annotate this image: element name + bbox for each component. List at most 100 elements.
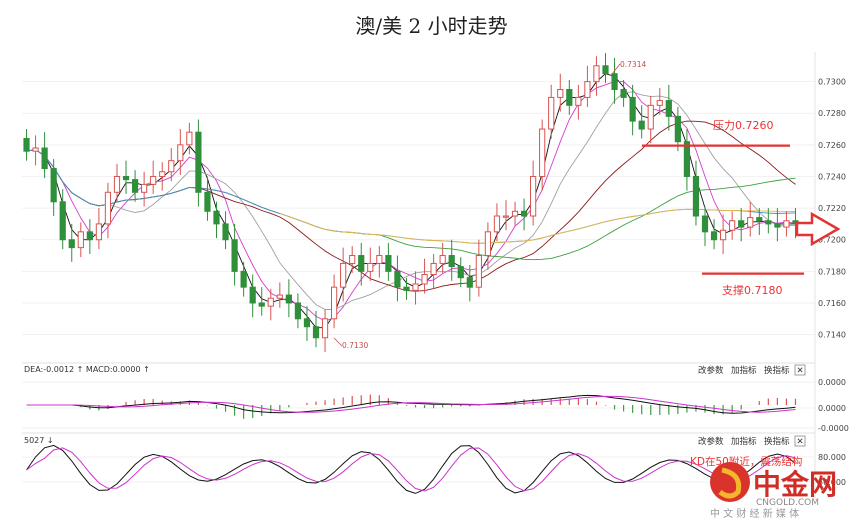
high-annotation: 0.7314 [620,60,646,69]
candle-body [249,286,256,304]
candle-body [774,223,781,228]
candle-body [665,100,672,117]
macd-toolbar: 改参数 加指标 换指标 ✕ [698,364,806,376]
candle-body [231,239,238,272]
candle-body [68,239,75,249]
chart-title: 澳/美 2 小时走势 [355,14,508,38]
candle-body [168,160,175,173]
kd-tick-label: 80.000 [818,453,846,462]
candle-body [729,220,736,231]
candle-body [475,255,482,288]
candle-body [213,210,220,225]
close-icon[interactable] [794,364,806,376]
low-annotation-arrow [333,337,343,347]
toolbar-button[interactable]: 改参数 [698,365,724,376]
ma-blue [26,149,796,244]
candle-body [276,294,283,299]
candle-body [747,217,754,228]
candle-body [493,215,501,233]
low-annotation: 0.7130 [342,341,368,350]
ma-orange [279,208,796,244]
high-annotation-arrow [611,63,621,75]
candle-body [113,175,121,193]
candle-body [358,255,365,272]
toolbar-button[interactable]: 换指标 [764,365,790,376]
macd-tick-label: -0.0000 [818,424,849,433]
toolbar-button[interactable]: 换指标 [764,436,790,447]
candle-body [638,120,645,130]
macd-tick-label: 0.0000 [818,378,846,387]
y-tick-label: 0.7160 [818,299,846,308]
candle-body [765,220,772,225]
kd-note: KD在50附近，震荡结构 [690,455,802,468]
close-icon-glyph: ✕ [797,366,804,376]
candle-body [683,141,691,177]
candle-body [629,96,636,122]
close-icon[interactable] [794,435,806,447]
y-tick-label: 0.7240 [818,172,846,181]
candle-body [566,89,573,106]
candle-body [430,262,437,276]
candle-body [557,89,564,98]
candle-body [267,297,274,307]
direction-arrow-icon [795,211,841,247]
kd-tick-label: 50.000 [818,478,846,487]
candle-body [710,231,718,241]
candle-body [466,277,473,288]
candle-body [131,179,139,193]
candle-body [457,266,464,279]
candle-body [331,286,338,320]
candle-body [647,104,654,130]
y-tick-label: 0.7260 [818,141,846,150]
candle-body [385,255,392,272]
candle-body [783,220,790,228]
resistance-label: 压力0.7260 [713,119,774,132]
candle-body [674,115,681,143]
candle-body [240,270,247,288]
candle-body [602,65,609,75]
candle-body [448,255,455,268]
y-tick-label: 0.7220 [818,204,846,213]
watermark-brand: 中金网 [753,468,837,501]
candle-body [95,223,102,241]
candle-body [177,144,184,162]
candle-body [141,183,148,193]
toolbar-button[interactable]: 加指标 [731,436,757,447]
kd-toolbar: 改参数 加指标 换指标 ✕ [698,435,806,447]
candle-body [104,191,112,225]
candle-body [50,168,57,203]
toolbar-button[interactable]: 加指标 [731,365,757,376]
candle-body [32,147,39,152]
y-tick-label: 0.7200 [818,236,846,245]
candle-body [340,262,347,288]
candle-body [204,191,211,212]
candle-body [222,223,229,241]
candle-body [511,210,519,217]
toolbar-button[interactable]: 改参数 [698,436,724,447]
candle-body [376,255,383,264]
candle-body [258,302,265,307]
candle-body [195,131,202,193]
candle-body [738,220,745,228]
candle-body [756,217,763,222]
candle-body [421,274,428,285]
y-axis-ticks: 0.7300 0.7280 0.7260 0.7240 0.7220 0.7200 0.71… [818,78,846,340]
kd-axis: 80.000 50.000 [22,453,846,487]
support-label: 支撑0.7180 [722,283,783,297]
macd-indicator-label: DEA:-0.0012 ↑ MACD:0.0000 ↑ [24,365,150,374]
candle-body [439,255,446,264]
candle-body [575,96,582,106]
candle-body [303,318,311,328]
candle-body [150,175,157,185]
kd-indicator-label: 5027 ↓ [24,436,54,445]
candle-body [520,210,528,217]
ma-green [26,149,796,261]
candle-body [656,100,663,106]
candle-body [159,171,166,177]
candle-body [548,96,555,130]
candle-body [294,302,302,320]
candle-body [720,229,727,241]
candle-body [484,231,491,257]
candle-body [312,326,320,339]
